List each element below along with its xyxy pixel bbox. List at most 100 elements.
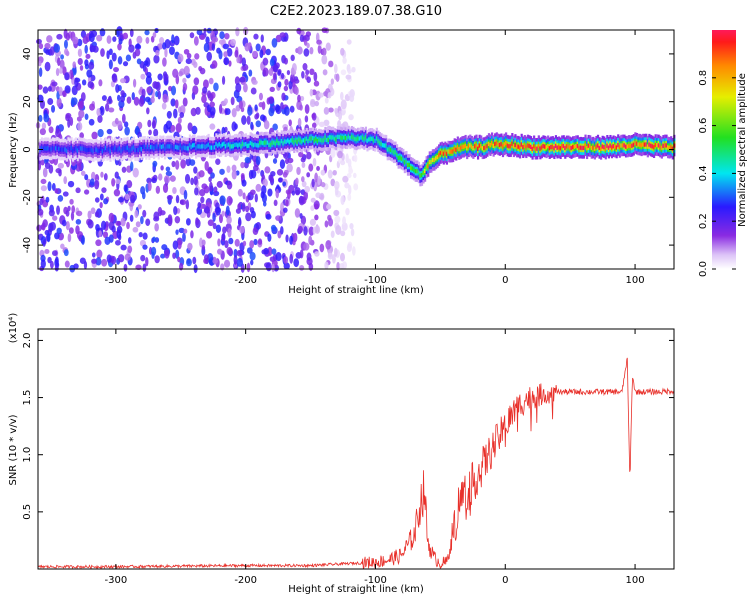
spectrogram-noise-cell: [208, 77, 214, 85]
spectrogram-noise-cell: [340, 69, 347, 76]
spectrogram-ridge-cell: [286, 138, 290, 143]
spectrogram-ridge-cell: [448, 149, 452, 154]
spectrogram-ridge-cell: [503, 142, 506, 147]
spectrogram-ridge-cell: [258, 140, 262, 146]
spectrogram-noise-cell: [131, 92, 135, 101]
spectrogram-noise-cell: [185, 58, 192, 65]
spectrogram-noise-cell: [69, 116, 74, 126]
spectrogram-noise-cell: [97, 128, 104, 138]
spectrogram-ridge-cell: [179, 143, 182, 148]
spectrogram-noise-cell: [81, 235, 85, 245]
spectrogram-noise-cell: [77, 57, 83, 66]
spectrogram-ridge-cell: [542, 143, 545, 149]
spectrogram-noise-cell: [269, 86, 275, 93]
spectrogram-noise-cell: [88, 118, 95, 126]
spectrogram-ridge-cell: [607, 145, 611, 150]
spectrogram-ridge-cell: [640, 143, 643, 148]
spectrogram-ridge-cell: [159, 144, 162, 149]
spectrogram-noise-cell: [184, 173, 191, 184]
spectrogram-noise-cell: [102, 231, 109, 239]
spectrogram-noise-cell: [240, 161, 245, 169]
spectrogram-noise-cell: [121, 113, 126, 124]
spectrogram-noise-cell: [56, 205, 60, 215]
spectrogram-noise-cell: [260, 114, 266, 122]
spectrogram-noise-cell: [241, 202, 246, 212]
spectrogram-ridge-cell: [56, 145, 59, 150]
spectrogram-ridge-cell: [332, 135, 335, 140]
spectrogram-noise-cell: [316, 39, 322, 45]
spectrogram-noise-cell: [106, 50, 110, 60]
spectrogram-ridge-cell: [666, 145, 670, 150]
spectrogram-noise-cell: [56, 33, 63, 40]
spectrogram-noise-cell: [216, 180, 223, 188]
x-tick-label: -100: [364, 275, 387, 286]
spectrogram-noise-cell: [39, 198, 43, 206]
spectrogram-noise-cell: [193, 175, 198, 186]
spectrogram-noise-cell: [219, 31, 225, 40]
spectrogram-noise-cell: [113, 189, 121, 197]
spectrogram-ridge-cell: [564, 145, 567, 151]
spectrogram-noise-cell: [251, 50, 258, 58]
spectrogram-ridge-cell: [430, 159, 433, 165]
spectrogram-ridge-cell: [562, 143, 565, 149]
spectrogram-ridge-cell: [469, 143, 472, 148]
spectrogram-noise-cell: [130, 194, 136, 204]
spectrogram-noise-cell: [179, 199, 184, 205]
spectrogram-ridge-cell: [579, 145, 582, 150]
spectrogram-noise-cell: [65, 221, 70, 231]
spectrogram-noise-cell: [159, 210, 166, 216]
spectrogram-noise-cell: [280, 226, 284, 235]
spectrogram-noise-cell: [166, 110, 172, 119]
colorbar-label: Normalized spectral amplitude: [737, 73, 748, 227]
spectrogram-noise-cell: [51, 81, 58, 87]
spectrogram-ridge-cell: [476, 146, 480, 151]
spectrogram-noise-cell: [287, 189, 291, 200]
spectrogram-noise-cell: [264, 166, 271, 174]
spectrogram-ridge-cell: [64, 147, 67, 152]
spectrogram-noise-cell: [162, 42, 167, 50]
spectrogram-noise-cell: [293, 258, 300, 268]
spectrogram-ridge-cell: [461, 144, 464, 150]
spectrogram-noise-cell: [40, 259, 46, 269]
spectrogram-ridge-cell: [291, 138, 294, 143]
spectrogram-noise-cell: [306, 151, 312, 160]
spectrogram-noise-cell: [101, 187, 107, 193]
spectrogram-noise-cell: [160, 253, 166, 259]
spectrogram-noise-cell: [64, 85, 71, 94]
spectrogram-ridge-cell: [402, 157, 405, 162]
spectrogram-noise-cell: [175, 249, 180, 259]
spectrogram-noise-cell: [130, 161, 134, 172]
spectrogram-ridge-cell: [668, 145, 671, 150]
spectrogram-ridge-cell: [450, 149, 453, 154]
spectrogram-ridge-cell: [59, 147, 62, 152]
spectrogram-noise-cell: [279, 159, 286, 169]
spectrogram-ridge-cell: [411, 166, 414, 171]
spectrogram-ridge-cell: [480, 144, 483, 149]
spectrogram-noise-cell: [129, 214, 134, 222]
spectrogram-noise-cell: [187, 122, 193, 132]
spectrogram-ridge-cell: [403, 160, 406, 165]
spectrogram-ridge-cell: [646, 144, 649, 149]
spectrogram-noise-cell: [321, 47, 327, 56]
spectrogram-noise-cell: [284, 158, 290, 165]
spectrogram-noise-cell: [336, 261, 340, 271]
spectrogram-noise-cell: [116, 225, 123, 234]
spectrogram-ridge-cell: [321, 138, 324, 143]
spectrogram-ridge-cell: [431, 157, 435, 163]
spectrogram-noise-cell: [147, 119, 152, 128]
spectrogram-noise-cell: [301, 162, 306, 168]
spectrogram-noise-cell: [265, 213, 272, 220]
spectrogram-noise-cell: [308, 262, 314, 271]
spectrogram-ridge-cell: [626, 144, 629, 149]
spectrogram-ridge-cell: [441, 150, 444, 155]
spectrogram-noise-cell: [238, 100, 243, 109]
spectrogram-noise-cell: [345, 74, 352, 80]
spectrogram-noise-cell: [334, 107, 338, 114]
spectrogram-noise-cell: [258, 102, 264, 108]
spectrogram-noise-cell: [314, 100, 320, 107]
spectrogram-ridge-cell: [515, 144, 519, 149]
spectrogram-ridge-cell: [174, 144, 178, 150]
spectrogram-ridge-cell: [498, 142, 501, 148]
spectrogram-noise-cell: [62, 191, 69, 197]
spectrogram-noise-cell: [175, 229, 179, 235]
